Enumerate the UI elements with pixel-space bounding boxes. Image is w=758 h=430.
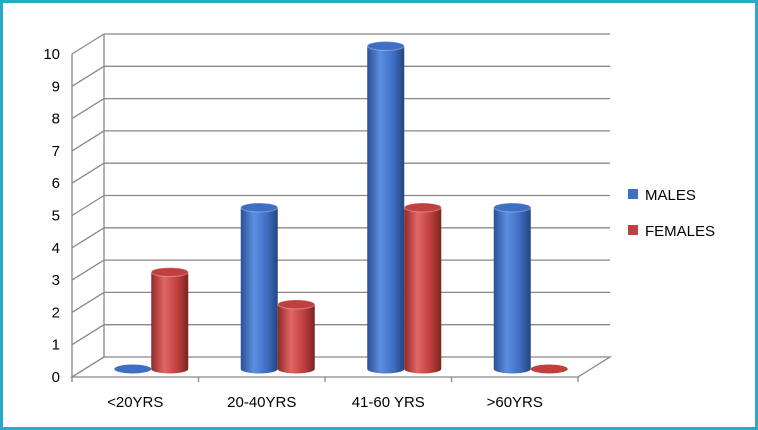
x-tick-label: >60YRS [487,394,543,411]
y-tick-label: 0 [52,369,60,386]
gridline-side [71,291,105,313]
axes [69,34,613,382]
x-tick-label: <20YRS [107,394,163,411]
x-tick-label: 41-60 YRS [352,394,425,411]
bar [493,202,532,374]
legend-swatch [628,189,638,199]
y-tick-label: 9 [52,78,60,95]
gridline-side [71,259,105,281]
legend-swatch [628,225,638,235]
y-tick-label: 1 [52,337,60,354]
bar [277,299,316,374]
bar [114,364,152,374]
bar [530,364,568,374]
gridline-side [71,227,105,249]
x-axis-tick-labels: <20YRS 20-40YRS 41-60 YRS >60YRS [107,394,543,411]
gridline-side [71,194,105,217]
gridline-side [71,98,105,120]
gridline-side [71,65,105,87]
legend-label: MALES [645,187,696,204]
bar [403,202,442,374]
y-tick-label: 4 [52,240,60,257]
gridline-side [71,162,105,184]
bar [150,267,189,374]
gridline-side [71,130,105,152]
floor [69,356,613,378]
y-axis-tick-labels: 0 1 2 3 4 5 6 7 8 9 10 [43,46,60,386]
bar [240,202,279,374]
y-tick-label: 3 [52,272,60,289]
bars [114,41,568,374]
x-tick-label: 20-40YRS [227,394,296,411]
legend: MALES FEMALES [628,187,715,240]
legend-label: FEMALES [645,223,715,240]
gridline-side [71,324,105,346]
y-tick-label: 6 [52,175,60,192]
y-tick-label: 5 [52,208,60,225]
bar [366,41,405,374]
y-tick-label: 7 [52,143,60,160]
y-tick-label: 8 [52,111,60,128]
gridline-side [71,33,105,55]
y-tick-label: 10 [43,46,60,63]
y-tick-label: 2 [52,304,60,321]
